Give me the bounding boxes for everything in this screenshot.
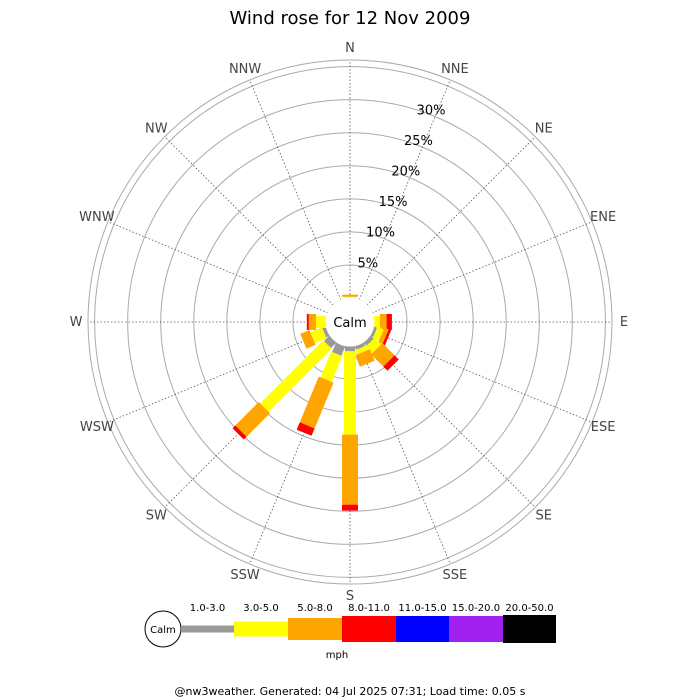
bar-e-5.0-8.0 [379,314,387,330]
bar-ssw-8.0-11.0 [296,422,315,436]
legend-label-15.0-20.0: 15.0-20.0 [452,603,500,614]
bar-wsw-1.0-3.0 [322,326,330,338]
dir-label-nw: NW [145,121,168,136]
wind-bars [232,294,399,511]
chart-title: Wind rose for 12 Nov 2009 [230,8,471,29]
legend-swatch-3.0-5.0 [234,621,288,637]
legend-swatch-5.0-8.0 [288,618,342,640]
dir-label-ese: ESE [591,420,616,435]
dir-label-ssw: SSW [230,568,260,583]
dir-label-sw: SW [146,509,167,524]
calm-center: Calm [325,297,375,347]
bar-sw-1.0-3.0 [323,335,337,349]
pct-label-5: 5% [357,256,378,271]
bar-n-3.0-5.0 [344,296,356,298]
legend-swatch-15.0-20.0 [449,616,503,642]
bar-wsw-3.0-5.0 [310,327,327,344]
bar-se-5.0-8.0 [371,343,395,367]
pct-label-20: 20% [391,165,420,180]
bar-se-8.0-11.0 [383,355,399,371]
legend-swatch-20.0-50.0 [503,615,556,643]
legend-label-5.0-8.0: 5.0-8.0 [297,603,332,614]
dir-label-nnw: NNW [229,62,261,77]
bar-se-1.0-3.0 [363,335,374,346]
dir-label-nne: NNE [441,62,469,77]
bar-ese-3.0-5.0 [372,326,384,341]
pct-label-25: 25% [404,134,433,149]
dir-label-ene: ENE [590,210,616,225]
spoke-sse [358,344,451,565]
bar-e-8.0-11.0 [386,314,392,330]
bar-sw-5.0-8.0 [235,402,270,437]
dir-label-se: SE [535,509,551,524]
bar-w-5.0-8.0 [308,314,317,330]
bar-ese-5.0-8.0 [378,327,389,345]
bar-sse-1.0-3.0 [354,342,366,350]
spoke-wnw [107,221,328,314]
spoke-ese [372,330,593,423]
legend-swatch-11.0-15.0 [396,616,449,642]
calm-label: Calm [333,316,366,331]
spoke-ne [366,136,536,306]
speed-legend: mph Calm 1.0-3.0 3.0-5.0 5.0-8.0 8.0-11.0 11.… [144,603,556,661]
bar-w-8.0-11.0 [306,314,309,330]
bar-ssw-3.0-5.0 [320,351,343,382]
dir-label-wsw: WSW [80,420,114,435]
legend-unit: mph [326,650,348,661]
bar-e-3.0-5.0 [374,316,380,328]
ring-outer [87,59,613,585]
dir-label-ne: NE [535,121,553,136]
legend-label-3.0-5.0: 3.0-5.0 [243,603,278,614]
spoke-se [366,338,536,508]
pct-label-15: 15% [379,195,408,210]
spoke-wsw [107,330,328,423]
bar-ese-8.0-11.0 [382,329,392,346]
bar-s-3.0-5.0 [344,351,356,435]
spoke-nne [358,79,451,300]
legend-label-20.0-50.0: 20.0-50.0 [505,603,553,614]
ring-30 [127,99,573,545]
bar-w-3.0-5.0 [316,316,326,328]
pct-label-10: 10% [366,226,395,241]
legend-label-1.0-3.0: 1.0-3.0 [190,603,225,614]
bar-s-5.0-8.0 [342,434,358,505]
dir-label-wnw: WNW [79,210,115,225]
bar-s-1.0-3.0 [345,346,355,352]
dir-label-s: S [346,589,354,604]
bar-ssw-5.0-8.0 [299,376,334,429]
direction-labels: N NNE NE ENE E ESE SE SSE S SSW SW WSW W WNW NW NNW [70,41,629,604]
dir-label-e: E [620,315,628,330]
legend-swatch-1.0-3.0 [181,625,234,633]
dir-label-w: W [70,315,83,330]
legend-label-8.0-11.0: 8.0-11.0 [348,603,390,614]
footer-text: @nw3weather. Generated: 04 Jul 2025 07:3… [175,685,526,698]
legend-calm-label: Calm [150,625,176,636]
calm-circle [325,297,375,347]
spoke-nnw [249,79,342,300]
pct-label-30: 30% [417,104,446,119]
bar-sse-3.0-5.0 [355,345,368,355]
bar-sse-5.0-8.0 [355,349,375,367]
bar-sw-3.0-5.0 [260,340,332,412]
bar-s-8.0-11.0 [342,504,358,511]
bar-wsw-5.0-8.0 [300,330,316,349]
spoke-nw [164,136,334,306]
spoke-ene [372,221,593,314]
legend-label-11.0-15.0: 11.0-15.0 [398,603,446,614]
bar-n-5.0-8.0 [342,294,358,297]
dir-label-sse: SSE [443,568,468,583]
bar-ese-1.0-3.0 [370,326,378,338]
bar-sw-8.0-11.0 [232,425,247,440]
dir-label-n: N [345,41,355,56]
legend-swatch-8.0-11.0 [342,616,396,642]
bar-ssw-1.0-3.0 [332,342,346,356]
percent-labels: 5% 10% 15% 20% 25% 30% [357,104,445,272]
